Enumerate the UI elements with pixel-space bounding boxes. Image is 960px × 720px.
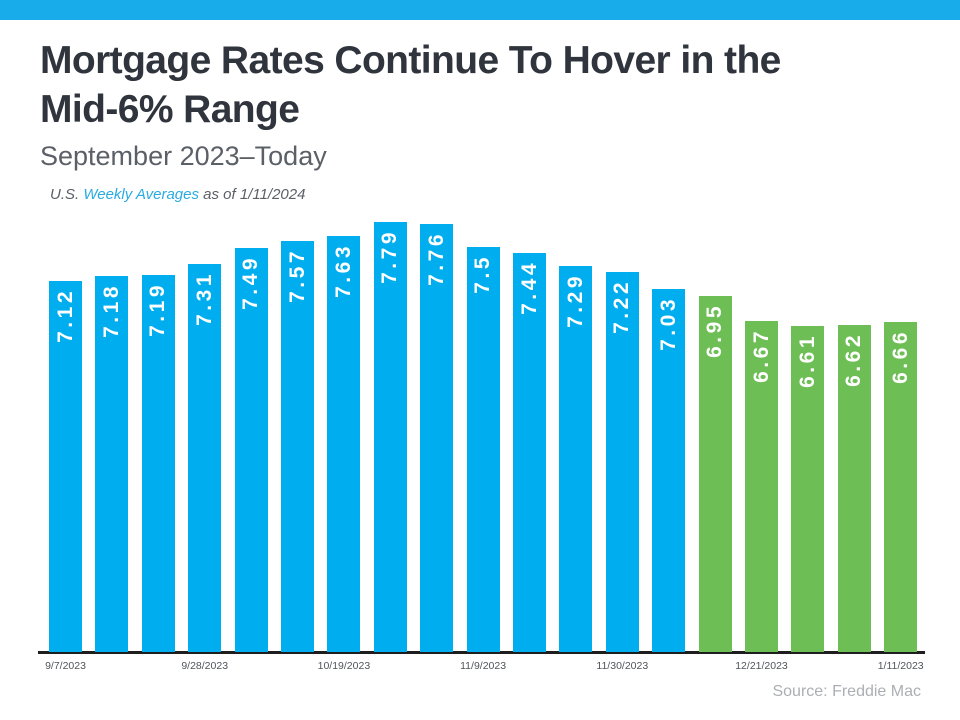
bar-value-label: 7.79	[378, 228, 402, 284]
bar-value-label: 7.49	[239, 255, 263, 311]
source-credit: Source: Freddie Mac	[772, 683, 921, 700]
bar: 7.31	[188, 264, 222, 652]
note-suffix: as of 1/11/2024	[203, 186, 306, 203]
bar: 7.5	[466, 247, 500, 652]
bar: 7.57	[281, 241, 314, 652]
bar-value-label: 6.62	[842, 332, 866, 388]
weekly-averages-link[interactable]: Weekly Averages	[83, 186, 199, 203]
x-axis-tick-label: 1/11/2023	[877, 660, 924, 672]
bar: 6.95	[698, 296, 732, 652]
chart-note: U.S. Weekly Averages as of 1/11/2024	[50, 186, 305, 203]
x-axis-tick-label: 9/7/2023	[45, 660, 86, 672]
bar-value-label: 7.12	[53, 288, 77, 343]
bar-value-label: 6.95	[703, 303, 727, 358]
page-subtitle: September 2023–Today	[40, 141, 327, 171]
bar: 7.76	[420, 224, 454, 652]
bar: 7.03	[652, 289, 686, 652]
bar-value-label: 6.61	[795, 333, 819, 389]
bar: 6.66	[884, 321, 918, 652]
x-axis-tick-label: 10/19/2023	[317, 660, 371, 672]
bar-value-label: 7.76	[424, 231, 448, 287]
bar-value-label: 7.31	[192, 271, 216, 326]
bar-value-label: 7.03	[656, 296, 680, 351]
x-axis-tick-label: 12/21/2023	[735, 660, 788, 672]
bar: 7.29	[559, 265, 593, 652]
page-title-line2: Mid-6% Range	[40, 88, 300, 131]
bar: 7.44	[513, 252, 546, 652]
bar: 7.79	[373, 221, 407, 652]
x-axis-line	[38, 651, 925, 654]
bar-value-label: 7.5	[471, 254, 495, 294]
page-title: Mortgage Rates Continue To Hover in the …	[40, 36, 781, 134]
x-axis-tick-label: 11/9/2023	[460, 660, 507, 672]
bar: 7.22	[605, 272, 639, 652]
x-axis-tick-label: 9/28/2023	[181, 660, 229, 672]
bar: 6.61	[791, 326, 825, 652]
bar-value-label: 7.29	[563, 272, 587, 328]
bar: 6.62	[837, 325, 871, 652]
bar: 7.18	[95, 275, 129, 652]
bar: 7.63	[327, 235, 361, 652]
page-title-line1: Mortgage Rates Continue To Hover in the	[40, 39, 781, 82]
bar-value-label: 6.67	[749, 327, 773, 383]
x-axis-tick-label: 11/30/2023	[596, 660, 649, 672]
bar-value-label: 7.18	[99, 282, 123, 338]
bar: 7.49	[234, 248, 268, 652]
bar-value-label: 7.57	[285, 248, 309, 303]
bar-value-label: 7.19	[146, 281, 170, 337]
bar: 6.67	[745, 320, 778, 652]
bar-value-label: 7.44	[517, 259, 541, 315]
bar-value-label: 7.22	[610, 279, 634, 334]
bar-value-label: 7.63	[331, 242, 355, 298]
top-accent-bar	[0, 0, 960, 20]
note-prefix: U.S.	[50, 186, 80, 203]
bar-value-label: 6.66	[888, 328, 912, 384]
bar: 7.19	[141, 274, 175, 652]
bar: 7.12	[49, 281, 82, 652]
